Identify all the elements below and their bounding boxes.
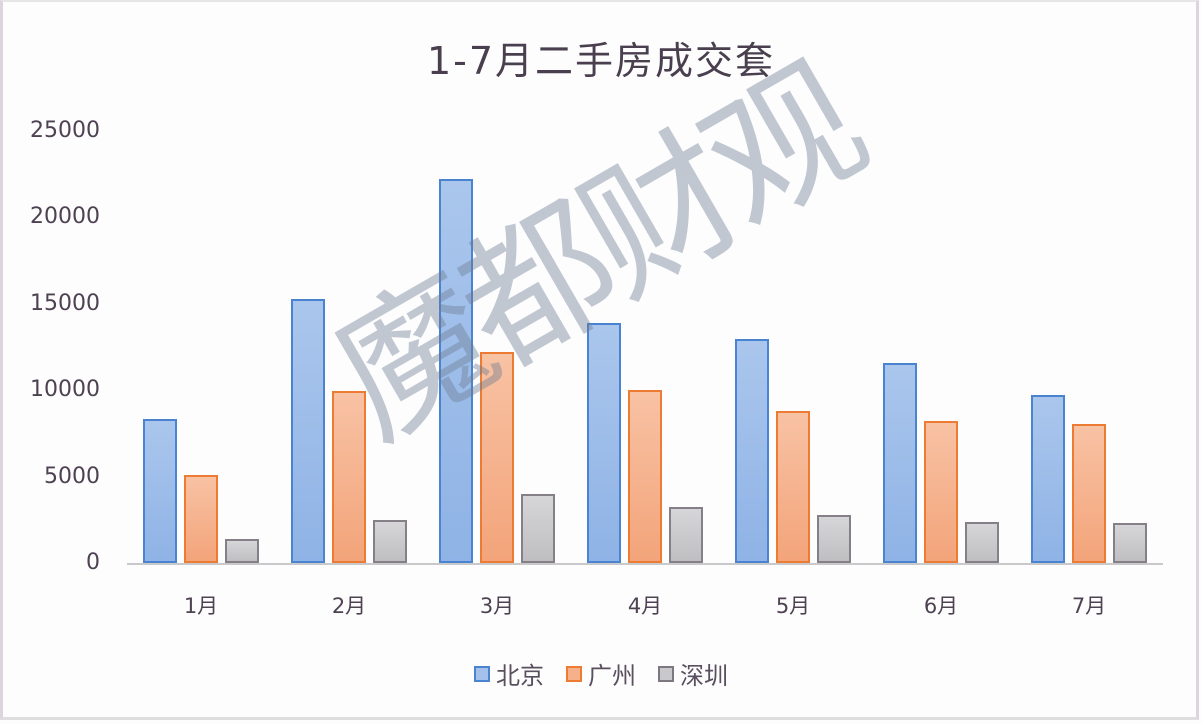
bar-4月-北京[interactable] (587, 322, 621, 563)
y-tick-label: 0 (86, 550, 100, 575)
bar-4月-广州[interactable] (628, 390, 662, 563)
bar-3月-深圳[interactable] (521, 494, 555, 563)
x-tick-label: 5月 (775, 594, 811, 618)
bar-5月-深圳[interactable] (817, 514, 851, 563)
legend-item-guangzhou[interactable]: 广州 (566, 656, 636, 691)
bar-6月-北京[interactable] (883, 363, 917, 563)
bar-5月-广州[interactable] (776, 410, 810, 563)
legend-swatch-icon (474, 665, 490, 682)
bar-1月-北京[interactable] (143, 419, 177, 563)
bar-7月-北京[interactable] (1031, 395, 1065, 563)
bar-2月-深圳[interactable] (373, 519, 407, 563)
x-axis-line (127, 563, 1163, 565)
x-tick-label: 3月 (479, 594, 515, 618)
x-tick-label: 1月 (183, 594, 219, 618)
x-tick-label: 6月 (923, 594, 959, 618)
bar-7月-广州[interactable] (1072, 424, 1106, 563)
y-tick-label: 10000 (30, 377, 100, 403)
bar-1月-深圳[interactable] (225, 538, 259, 563)
y-tick-label: 25000 (30, 118, 100, 143)
x-tick-label: 7月 (1071, 594, 1107, 618)
x-tick-label: 2月 (331, 594, 367, 618)
legend-item-shenzhen[interactable]: 深圳 (658, 656, 728, 691)
legend-swatch-icon (658, 665, 674, 682)
bar-7月-深圳[interactable] (1113, 523, 1147, 563)
y-tick-label: 20000 (30, 204, 100, 230)
bar-5月-北京[interactable] (735, 339, 769, 563)
bar-6月-深圳[interactable] (965, 522, 999, 563)
legend-item-beijing[interactable]: 北京 (474, 656, 544, 691)
y-tick-label: 15000 (30, 290, 100, 316)
legend-label: 北京 (496, 662, 544, 690)
bar-1月-广州[interactable] (184, 475, 218, 563)
bar-3月-北京[interactable] (439, 179, 473, 563)
legend: 北京 广州 深圳 (0, 656, 1202, 691)
legend-label: 广州 (588, 662, 636, 690)
y-tick-label: 5000 (44, 463, 100, 489)
bar-6月-广州[interactable] (924, 420, 958, 563)
bar-2月-北京[interactable] (291, 298, 325, 563)
x-tick-label: 4月 (627, 594, 663, 618)
legend-swatch-icon (566, 665, 582, 682)
chart-title: 1-7月二手房成交套 (426, 39, 776, 83)
bar-3月-广州[interactable] (480, 352, 514, 563)
bar-2月-广州[interactable] (332, 391, 366, 563)
legend-label: 深圳 (680, 662, 728, 690)
bar-4月-深圳[interactable] (669, 507, 703, 563)
